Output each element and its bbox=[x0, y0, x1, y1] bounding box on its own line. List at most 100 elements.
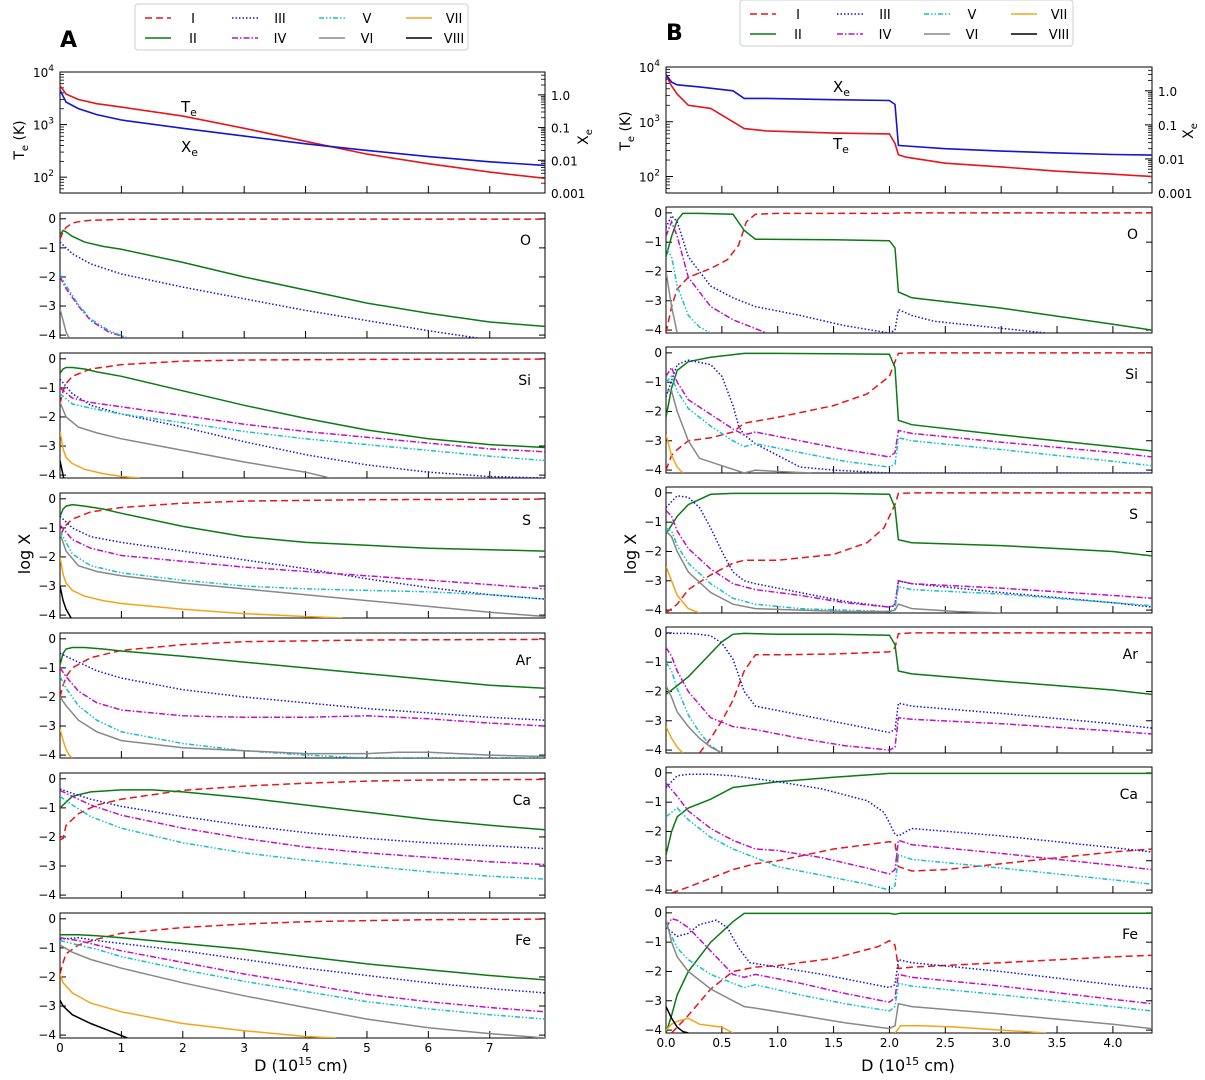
y-tick-label: −4 bbox=[38, 608, 56, 622]
panel-b-top-ylabel: Te (K) bbox=[618, 111, 637, 151]
y-tick-label: −2 bbox=[38, 550, 56, 564]
panel-b-label: B bbox=[666, 21, 683, 46]
series-viii bbox=[60, 585, 72, 618]
y-tick-label: −4 bbox=[38, 468, 56, 482]
series-v bbox=[60, 939, 545, 1020]
element-label-s: S bbox=[1129, 507, 1138, 523]
y-tick-label: 0 bbox=[48, 352, 56, 366]
y-tick-label: −4 bbox=[38, 328, 56, 342]
series-ii bbox=[60, 789, 545, 831]
series-i bbox=[666, 212, 1152, 333]
series-iii bbox=[666, 495, 1152, 608]
y-tick-label: −3 bbox=[38, 439, 56, 453]
series-group bbox=[666, 352, 1152, 473]
series-i bbox=[60, 218, 545, 240]
x-tick-label: 3.0 bbox=[992, 1036, 1011, 1050]
top-right-tick-label: 1.0 bbox=[551, 89, 570, 103]
y-tick-label: −4 bbox=[644, 463, 662, 477]
legend-label-vi: VI bbox=[361, 32, 374, 47]
panel-a-ca-plot: 0 −1 −2 −3 −4 Ca bbox=[38, 772, 546, 902]
series-group bbox=[60, 218, 545, 338]
y-tick-label: −2 bbox=[644, 684, 662, 698]
top-right-tick-label: 0.1 bbox=[551, 122, 570, 136]
series-iii bbox=[60, 378, 545, 478]
series-v bbox=[60, 393, 545, 462]
series-iii bbox=[666, 359, 1152, 473]
element-label-si: Si bbox=[518, 373, 531, 389]
x-tick-label: 0.0 bbox=[656, 1036, 675, 1050]
y-tick-label: −2 bbox=[644, 404, 662, 418]
series-ii bbox=[666, 632, 1152, 696]
series-iii bbox=[60, 515, 545, 600]
legend-label-iv: IV bbox=[879, 28, 892, 43]
panel-a-ylabel: log X bbox=[15, 534, 34, 574]
y-tick-label: −2 bbox=[644, 824, 662, 838]
x-tick-label: 3.5 bbox=[1047, 1036, 1066, 1050]
y-tick-label: 0 bbox=[654, 206, 662, 220]
series-vii bbox=[894, 1024, 1046, 1033]
y-tick-label: 0 bbox=[654, 766, 662, 780]
y-tick-label: −1 bbox=[38, 241, 56, 255]
series-vi bbox=[60, 944, 545, 1038]
series-iii bbox=[60, 788, 545, 850]
y-tick-label: −2 bbox=[38, 270, 56, 284]
legend-label-v: V bbox=[363, 12, 372, 27]
subpanel-frame bbox=[665, 486, 1153, 614]
subpanel-frame bbox=[665, 346, 1153, 474]
top-left-tick-label: 102 bbox=[33, 169, 54, 185]
legend-label-ii: II bbox=[189, 32, 197, 47]
series-group bbox=[60, 498, 545, 618]
series-iii bbox=[666, 773, 1152, 853]
y-tick-label: −4 bbox=[644, 743, 662, 757]
series-vi bbox=[666, 271, 678, 333]
y-tick-label: 0 bbox=[48, 772, 56, 786]
panel-b-top-y2label: Xe bbox=[1181, 123, 1200, 139]
series-v bbox=[60, 273, 128, 338]
y-tick-label: −2 bbox=[38, 970, 56, 984]
series-vi bbox=[60, 696, 545, 758]
y-tick-label: −1 bbox=[38, 941, 56, 955]
y-tick-label: −3 bbox=[644, 714, 662, 728]
y-tick-label: −2 bbox=[644, 964, 662, 978]
series-vii bbox=[60, 556, 343, 618]
element-label-fe: Fe bbox=[1122, 927, 1138, 943]
series-vii bbox=[666, 1017, 734, 1033]
series-group bbox=[60, 778, 545, 880]
plot-layer: 1021031040.0010.010.11.00−1−2−3−4O0−1−2−… bbox=[33, 59, 1192, 1055]
panel-b-xe-curve-label: Xe bbox=[833, 78, 850, 99]
subpanel-frame bbox=[59, 492, 546, 619]
series-v bbox=[666, 806, 1152, 891]
series-vii bbox=[60, 431, 140, 478]
series-iv bbox=[60, 936, 545, 1013]
x-tick-label: 2.0 bbox=[880, 1036, 899, 1050]
series-v bbox=[666, 247, 712, 333]
series-iv bbox=[60, 789, 545, 866]
series-ii bbox=[60, 229, 545, 328]
series-i bbox=[671, 840, 1152, 893]
panel-a-top-y2label: Xe bbox=[576, 129, 595, 145]
series-v bbox=[60, 676, 545, 758]
element-label-ar: Ar bbox=[516, 653, 532, 669]
series-iv bbox=[60, 524, 545, 590]
top-series-xe bbox=[59, 89, 546, 167]
top-series-te bbox=[665, 75, 1153, 178]
top-left-tick-label: 104 bbox=[33, 64, 54, 80]
top-right-tick-label: 0.01 bbox=[1158, 153, 1185, 167]
element-label-fe: Fe bbox=[515, 933, 531, 949]
x-tick-label: 5 bbox=[363, 1041, 371, 1055]
series-iv bbox=[666, 365, 1152, 458]
series-ii bbox=[666, 912, 1152, 1033]
element-label-s: S bbox=[522, 513, 531, 529]
series-vii bbox=[666, 726, 684, 753]
series-group bbox=[666, 912, 1152, 1033]
series-group bbox=[666, 632, 1152, 753]
series-viii bbox=[60, 460, 65, 478]
series-iv bbox=[60, 276, 128, 338]
y-tick-label: −1 bbox=[38, 801, 56, 815]
series-v bbox=[666, 924, 1152, 1012]
panel-a-xe-curve-label: Xe bbox=[181, 138, 198, 159]
panel-a-xlabel: D (1015 cm) bbox=[254, 1055, 348, 1075]
panel-b-o-plot: 0 −1 −2 −3 −4 O bbox=[644, 206, 1153, 337]
panel-a-ar-plot: 0 −1 −2 −3 −4 Ar bbox=[38, 632, 546, 762]
